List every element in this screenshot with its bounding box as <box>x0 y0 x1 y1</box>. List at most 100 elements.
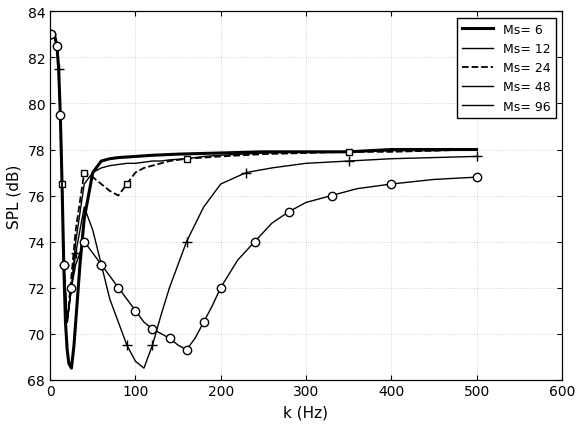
Ms= 48 <box>473 155 480 160</box>
Ms= 24 <box>140 166 147 171</box>
Ms= 24 <box>68 274 75 279</box>
Ms= 48 <box>132 359 139 364</box>
Ms= 96 <box>431 178 438 183</box>
Ms= 24 <box>260 152 267 157</box>
Ms= 48 <box>123 343 130 348</box>
Ms= 48 <box>158 313 165 318</box>
Ms= 96 <box>183 347 190 352</box>
Ms= 24 <box>115 193 122 199</box>
Ms= 12 <box>107 164 113 169</box>
Ms= 48 <box>107 297 113 302</box>
Ms= 96 <box>107 274 113 279</box>
Ms= 96 <box>57 113 64 118</box>
Ms= 96 <box>89 251 96 256</box>
Ms= 48 <box>63 320 70 325</box>
Ms= 12 <box>115 163 122 168</box>
Ms= 24 <box>123 182 130 187</box>
Ms= 48 <box>54 44 61 49</box>
Ms= 96 <box>473 175 480 180</box>
Line: Ms= 96: Ms= 96 <box>47 31 481 354</box>
Ms= 6 <box>81 216 88 222</box>
Ms= 96 <box>59 182 66 187</box>
Ms= 24 <box>149 164 156 169</box>
Ms= 12 <box>57 113 64 118</box>
Ms= 48 <box>243 170 250 176</box>
Ms= 12 <box>303 150 310 155</box>
Ms= 6 <box>63 347 70 352</box>
Ms= 48 <box>268 166 275 171</box>
Ms= 6 <box>65 361 72 366</box>
Ms= 48 <box>345 159 352 164</box>
Line: Ms= 24: Ms= 24 <box>48 32 480 326</box>
Ms= 24 <box>132 170 139 176</box>
Ms= 24 <box>55 67 62 72</box>
Ms= 96 <box>191 336 198 341</box>
Ms= 24 <box>166 159 173 164</box>
Ms= 12 <box>61 262 68 268</box>
Ms= 96 <box>388 182 395 187</box>
Ms= 12 <box>260 151 267 156</box>
Line: Ms= 12: Ms= 12 <box>51 35 477 322</box>
Ms= 12 <box>217 153 224 158</box>
Ms= 12 <box>158 159 165 164</box>
Ms= 48 <box>55 67 62 72</box>
Ms= 12 <box>98 166 105 171</box>
Ms= 96 <box>98 262 105 268</box>
Ms= 6 <box>132 155 139 160</box>
Ms= 24 <box>345 150 352 155</box>
Ms= 6 <box>68 366 75 371</box>
Ms= 48 <box>149 343 156 348</box>
Ms= 96 <box>55 67 62 72</box>
Ms= 6 <box>115 155 122 161</box>
Ms= 6 <box>149 153 156 158</box>
Ms= 48 <box>68 285 75 291</box>
Ms= 24 <box>54 44 61 49</box>
Ms= 48 <box>59 182 66 187</box>
Ms= 6 <box>260 150 267 155</box>
Ms= 12 <box>200 155 207 160</box>
Ms= 12 <box>123 161 130 167</box>
Ms= 6 <box>388 147 395 153</box>
Ms= 96 <box>72 262 79 268</box>
Ms= 24 <box>63 320 70 325</box>
Ms= 96 <box>166 336 173 341</box>
Ms= 96 <box>285 210 292 215</box>
Ms= 48 <box>183 239 190 245</box>
Ms= 96 <box>123 297 130 302</box>
Ms= 48 <box>98 262 105 268</box>
Ms= 24 <box>57 113 64 118</box>
Ms= 6 <box>55 67 62 72</box>
Ms= 24 <box>200 155 207 161</box>
Ms= 24 <box>81 170 88 176</box>
Ms= 6 <box>57 113 64 118</box>
Ms= 24 <box>217 155 224 160</box>
Ms= 48 <box>61 262 68 268</box>
Ms= 12 <box>59 182 66 187</box>
Ms= 12 <box>473 147 480 153</box>
Ms= 12 <box>166 158 173 163</box>
Ms= 48 <box>89 228 96 233</box>
Ms= 48 <box>81 205 88 210</box>
Ms= 6 <box>61 262 68 268</box>
Ms= 96 <box>132 308 139 314</box>
Ms= 96 <box>115 285 122 291</box>
Ms= 12 <box>89 170 96 176</box>
Ms= 12 <box>132 161 139 167</box>
Ms= 24 <box>98 182 105 187</box>
Line: Ms= 48: Ms= 48 <box>46 31 481 373</box>
Ms= 12 <box>51 33 58 38</box>
Ms= 24 <box>388 150 395 155</box>
Ms= 48 <box>51 33 58 38</box>
Ms= 48 <box>57 113 64 118</box>
Ms= 96 <box>175 343 182 348</box>
Ms= 12 <box>81 182 88 187</box>
Ms= 48 <box>72 251 79 256</box>
Ms= 48 <box>166 285 173 291</box>
Ms= 6 <box>345 150 352 155</box>
Ms= 24 <box>183 157 190 162</box>
Legend: Ms= 6, Ms= 12, Ms= 24, Ms= 48, Ms= 96: Ms= 6, Ms= 12, Ms= 24, Ms= 48, Ms= 96 <box>457 19 556 118</box>
Ms= 48 <box>115 320 122 325</box>
Ms= 6 <box>62 320 69 325</box>
Ms= 12 <box>72 239 79 245</box>
Ms= 6 <box>303 150 310 155</box>
